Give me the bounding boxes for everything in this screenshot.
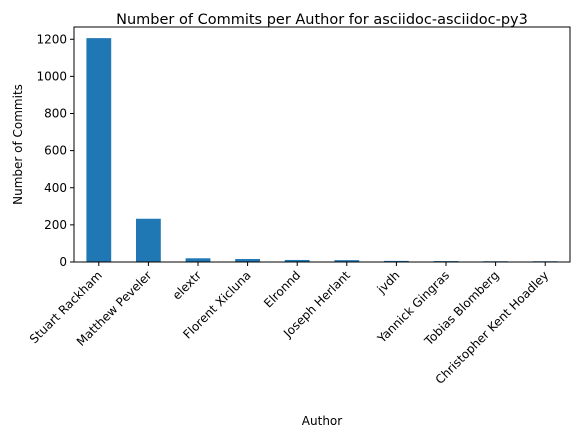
x-tick-label: Elronnd	[261, 268, 303, 310]
x-tick-label: elextr	[170, 268, 204, 302]
y-tick-label: 400	[44, 181, 67, 195]
y-axis: 0 200 400 600 800 1000 1200	[36, 32, 74, 269]
y-tick-label: 1000	[36, 69, 67, 83]
y-tick-label: 200	[44, 218, 67, 232]
plot-frame	[73, 26, 571, 263]
x-tick-label: jvdh	[374, 268, 403, 297]
bar-0	[86, 38, 112, 263]
y-axis-label: Number of Commits	[11, 84, 25, 205]
chart-title: Number of Commits per Author for asciido…	[116, 12, 528, 28]
bar-5	[334, 260, 360, 262]
x-axis-label: Author	[302, 414, 342, 428]
bar-4	[284, 259, 310, 262]
bar-2	[185, 258, 211, 262]
bars	[86, 38, 558, 263]
y-tick-label: 800	[44, 107, 67, 121]
y-tick-label: 600	[44, 144, 67, 158]
bar-1	[136, 218, 161, 262]
bar-3	[235, 259, 260, 262]
y-tick-label: 1200	[36, 32, 67, 46]
y-tick-label: 0	[59, 255, 67, 269]
bar-6	[384, 260, 409, 262]
